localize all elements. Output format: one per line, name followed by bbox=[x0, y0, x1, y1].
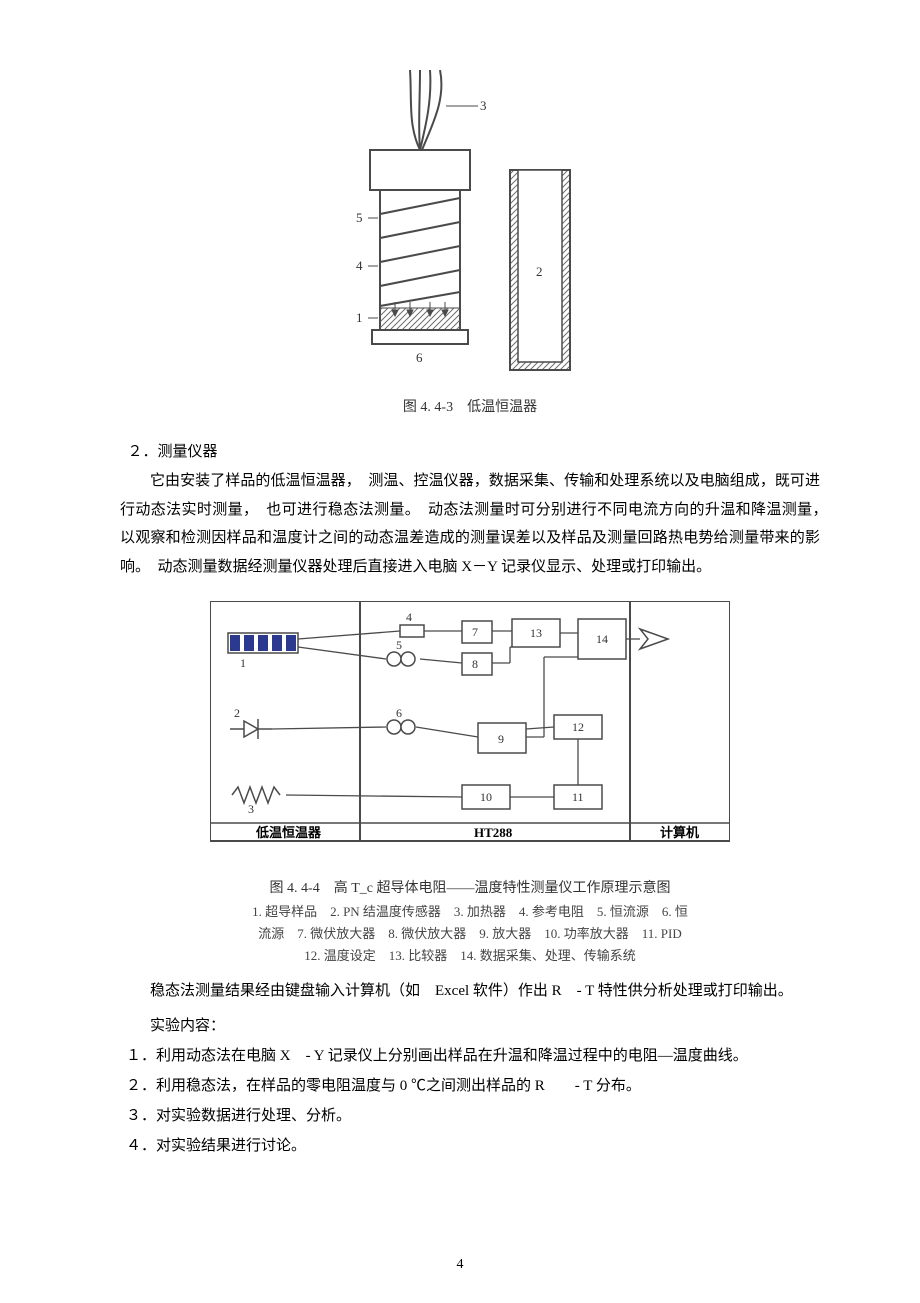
fig1-label-2: 2 bbox=[536, 264, 543, 279]
svg-text:12: 12 bbox=[572, 720, 584, 734]
after-fig2-paragraph: 稳态法测量结果经由键盘输入计算机（如 Excel 软件）作出 R - T 特性供… bbox=[120, 977, 820, 1006]
svg-text:9: 9 bbox=[498, 732, 504, 746]
svg-text:8: 8 bbox=[472, 657, 478, 671]
figure-4-4-3-svg: 3 5 4 1 6 bbox=[320, 70, 620, 390]
fig2-bottom-right: 计算机 bbox=[660, 825, 699, 840]
svg-text:11: 11 bbox=[572, 790, 584, 804]
experiment-item-4: ４．对实验结果进行讨论。 bbox=[120, 1131, 820, 1161]
fig1-label-1: 1 bbox=[356, 310, 363, 325]
legend-line-2: 流源 7. 微伏放大器 8. 微伏放大器 9. 放大器 10. 功率放大器 11… bbox=[190, 923, 750, 945]
svg-text:14: 14 bbox=[596, 632, 608, 646]
figure-4-4-3-caption: 图 4. 4-3 低温恒温器 bbox=[120, 396, 820, 416]
svg-text:3: 3 bbox=[248, 802, 254, 816]
svg-text:10: 10 bbox=[480, 790, 492, 804]
svg-text:7: 7 bbox=[472, 625, 478, 639]
fig2-bottom-mid: HT288 bbox=[474, 825, 513, 840]
experiment-item-3: ３．对实验数据进行处理、分析。 bbox=[120, 1101, 820, 1131]
svg-text:1: 1 bbox=[240, 656, 246, 670]
figure-4-4-4-svg: 低温恒温器 HT288 计算机 1 2 bbox=[210, 601, 730, 871]
section-2-paragraph: 它由安装了样品的低温恒温器， 测温、控温仪器，数据采集、传输和处理系统以及电脑组… bbox=[120, 467, 820, 581]
figure-4-4-4-caption: 图 4. 4-4 高 T_c 超导体电阻——温度特性测量仪工作原理示意图 bbox=[120, 877, 820, 897]
page-number: 4 bbox=[0, 1257, 920, 1273]
experiment-item-1: １．利用动态法在电脑 X - Y 记录仪上分别画出样品在升温和降温过程中的电阻—… bbox=[120, 1041, 820, 1071]
svg-text:5: 5 bbox=[396, 638, 402, 652]
svg-text:6: 6 bbox=[396, 706, 402, 720]
figure-4-4-4-legend: 1. 超导样品 2. PN 结温度传感器 3. 加热器 4. 参考电阻 5. 恒… bbox=[190, 901, 750, 967]
fig2-bottom-left: 低温恒温器 bbox=[255, 825, 322, 840]
experiment-heading: 实验内容： bbox=[120, 1014, 820, 1035]
figure-4-4-4: 低温恒温器 HT288 计算机 1 2 bbox=[120, 601, 820, 967]
svg-text:13: 13 bbox=[530, 626, 542, 640]
experiment-item-2: ２．利用稳态法，在样品的零电阻温度与 0 ℃之间测出样品的 R - T 分布。 bbox=[120, 1071, 820, 1101]
fig1-label-5: 5 bbox=[356, 210, 363, 225]
fig1-label-3: 3 bbox=[480, 98, 487, 113]
fig1-label-4: 4 bbox=[356, 258, 363, 273]
section-2-heading: ２．测量仪器 bbox=[120, 440, 820, 461]
fig1-label-6: 6 bbox=[416, 350, 423, 365]
svg-text:4: 4 bbox=[406, 610, 412, 624]
legend-line-3: 12. 温度设定 13. 比较器 14. 数据采集、处理、传输系统 bbox=[190, 945, 750, 967]
svg-text:2: 2 bbox=[234, 706, 240, 720]
legend-line-1: 1. 超导样品 2. PN 结温度传感器 3. 加热器 4. 参考电阻 5. 恒… bbox=[190, 901, 750, 923]
figure-4-4-3: 3 5 4 1 6 bbox=[120, 70, 820, 416]
